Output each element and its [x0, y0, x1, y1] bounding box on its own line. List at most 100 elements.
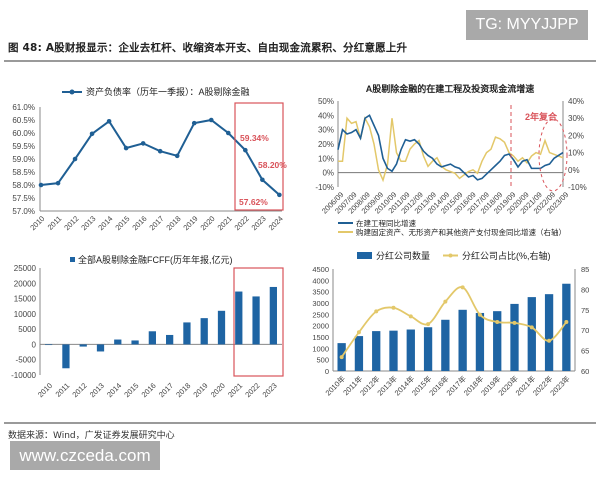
fcff-chart: 全部A股剔除金融FCFF(历年年报,亿元) 25000 20000 15000 1000…	[11, 254, 284, 399]
y-left-tick-label: 3000	[312, 299, 329, 308]
y-right-tick-label: 65	[581, 347, 589, 356]
x-tick-label: 2020	[199, 214, 217, 232]
x-tick-label: 2019	[181, 214, 199, 232]
data-point	[38, 182, 44, 188]
y-left-tick-label: 1000	[312, 344, 329, 353]
bar	[406, 329, 415, 371]
y-right-tick-label: 40%	[568, 97, 584, 106]
data-point	[512, 320, 517, 325]
data-point	[277, 192, 282, 198]
annotation-2022: 59.34%	[240, 133, 269, 143]
data-point	[460, 285, 465, 290]
data-point	[55, 180, 61, 186]
legend-label: 在建工程同比增速	[356, 218, 416, 228]
bar	[527, 297, 536, 371]
x-tick-label: 2023	[250, 214, 268, 232]
x-tick-label: 2010	[28, 214, 46, 232]
y-right-tick-label: -10%	[568, 183, 587, 192]
bar	[493, 311, 502, 371]
bar	[79, 344, 87, 347]
y-right-tick-label: 70	[581, 326, 589, 335]
dividend-chart: 分红公司数量 分红公司占比(%,右轴) 4500 4000 3500 3000 2500 20…	[312, 250, 589, 398]
y-tick-label: -10000	[11, 371, 36, 380]
y-right-tick-label: 85	[581, 265, 589, 274]
x-tick-label: 2020	[209, 381, 227, 399]
y-right-tick-label: 20%	[568, 131, 584, 140]
x-tick-label: 2018	[174, 381, 192, 399]
y-left-tick-label: 20%	[318, 140, 334, 149]
top-divider	[4, 60, 596, 62]
x-tick-label: 2012	[70, 381, 88, 399]
y-left-tick-label: 500	[316, 356, 329, 365]
data-point	[157, 148, 163, 154]
y-right-tick-label: 0%	[568, 166, 580, 175]
bar	[269, 286, 277, 345]
annotation-2023: 58.20%	[258, 160, 287, 170]
data-point	[260, 177, 265, 183]
series-line	[40, 118, 281, 196]
bar	[423, 327, 433, 371]
data-point	[356, 330, 361, 335]
bar	[217, 310, 226, 345]
data-point	[495, 320, 500, 325]
bar	[562, 283, 571, 371]
debt-ratio-chart: 资产负债率（历年一季报）：A股剔除金融 61.0% 60.5% 60.0% 59.5% 5…	[12, 86, 287, 232]
y-right-tick-label: 75	[581, 306, 589, 315]
y-left-tick-label: 1500	[312, 333, 329, 342]
legend-bar-icon	[357, 252, 372, 259]
y-tick-label: 25000	[14, 264, 37, 273]
legend-label: 购建固定资产、无形资产和其他资产支付现金同比增速（右轴）	[356, 227, 566, 237]
bar	[372, 331, 381, 371]
watermark-bottom: www.czceda.com	[10, 441, 160, 470]
y-right-tick-label: 60	[581, 367, 589, 376]
bar	[45, 344, 53, 346]
bottom-divider	[4, 422, 596, 424]
bar	[114, 339, 122, 345]
y-tick-label: 60.0%	[12, 129, 35, 138]
y-tick-label: 60.5%	[12, 116, 35, 125]
data-point	[529, 325, 534, 330]
legend-square-icon	[70, 257, 75, 262]
y-tick-label: 20000	[14, 279, 37, 288]
y-right-tick-label: 30%	[568, 114, 584, 123]
highlight-ellipse	[538, 118, 568, 192]
legend-label: 分红公司数量	[376, 250, 430, 261]
bar	[183, 322, 191, 345]
data-point	[191, 120, 197, 126]
data-point	[564, 320, 569, 325]
x-tick-label: 2011	[54, 381, 72, 399]
y-tick-label: 15000	[14, 295, 37, 304]
y-left-tick-label: 0	[325, 367, 329, 376]
x-tick-label: 2013	[79, 214, 97, 232]
data-point	[243, 147, 248, 153]
x-tick-label: 2015	[122, 381, 140, 399]
chart-title: A股剔除金融的在建工程及投资现金流增速	[366, 83, 535, 94]
data-source: 数据来源：Wind，广发证券发展研究中心	[8, 431, 175, 441]
y-left-tick-label: 0%	[322, 169, 334, 178]
data-point	[208, 117, 214, 123]
capex-growth-chart: A股剔除金融的在建工程及投资现金流增速 50% 40% 30% 20% 10% 0% -10%…	[315, 83, 587, 237]
watermark-top: TG: MYYJJPP	[466, 10, 588, 40]
x-tick-label: 2019	[191, 381, 209, 399]
y-tick-label: 10000	[14, 310, 37, 319]
data-point	[225, 130, 231, 136]
y-left-tick-label: 2000	[312, 322, 329, 331]
bar	[354, 336, 364, 371]
data-point	[72, 156, 78, 162]
y-tick-label: 58.5%	[12, 168, 35, 177]
data-point	[106, 119, 112, 124]
bar	[96, 344, 105, 352]
bar	[510, 303, 519, 371]
y-left-tick-label: 4500	[312, 265, 329, 274]
x-tick-label: 2017	[157, 381, 175, 399]
series-capex-cash	[338, 116, 564, 183]
data-point	[140, 141, 146, 146]
annotation-2yr: 2年复合	[525, 111, 558, 122]
annotation-2024: 57.62%	[239, 197, 268, 207]
x-tick-label: 2021	[216, 214, 234, 232]
y-tick-label: 61.0%	[12, 103, 35, 112]
bar	[62, 344, 70, 369]
x-tick-label: 2018	[164, 214, 182, 232]
x-tick-label: 2011	[46, 214, 64, 232]
y-tick-label: -5000	[16, 356, 37, 365]
